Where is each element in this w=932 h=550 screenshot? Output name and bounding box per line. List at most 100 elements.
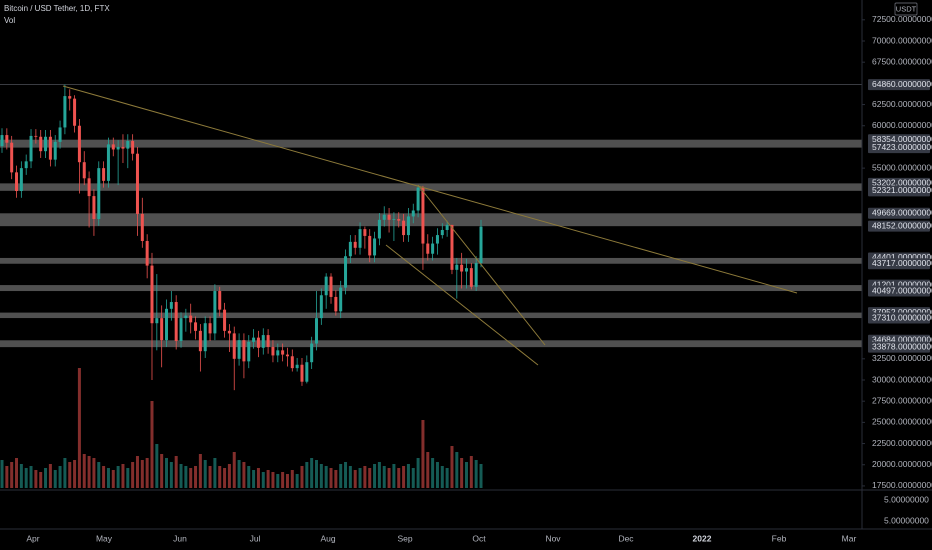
candle-body	[247, 341, 251, 362]
candle-body	[39, 136, 43, 152]
y-tick-label: 27500.00000000	[872, 395, 932, 405]
candle-body	[290, 356, 294, 369]
volume-bar	[363, 466, 367, 488]
candle-body	[435, 235, 439, 244]
volume-bar	[150, 401, 154, 488]
candle-body	[363, 229, 367, 236]
candle-body	[382, 214, 386, 220]
candle-body	[281, 350, 285, 355]
candle-body	[77, 125, 81, 163]
candle-body	[266, 335, 270, 347]
volume-bar	[179, 464, 183, 488]
trend-line	[385, 244, 539, 366]
candle-body	[140, 213, 144, 242]
volume-bar	[402, 466, 406, 488]
trend-line	[417, 184, 546, 346]
zone	[0, 139, 862, 148]
volume-bar	[0, 460, 4, 488]
candle-body	[15, 172, 19, 192]
volume-bar	[406, 464, 410, 488]
candle-body	[368, 235, 372, 256]
x-tick-label: Oct	[472, 533, 486, 543]
volume-bar	[440, 466, 444, 488]
candle-body	[184, 315, 188, 319]
candle-body	[160, 318, 164, 341]
volume-axis-label: 5.00000000	[884, 515, 929, 525]
candle-body	[237, 340, 241, 359]
volume-bar	[203, 460, 207, 488]
volume-bar	[131, 462, 135, 488]
volume-bar	[339, 464, 343, 488]
candle-body	[0, 135, 4, 147]
candle-body	[310, 343, 314, 363]
y-tick-label: 32500.00000000	[872, 353, 932, 363]
zone-top-label: 44401.00000000	[872, 252, 932, 262]
candle-body	[44, 136, 48, 152]
currency-badge[interactable]	[894, 2, 918, 16]
zone-bottom-box	[868, 341, 930, 353]
volume-bar	[358, 468, 362, 488]
volume-bar	[169, 462, 173, 488]
volume-bar	[252, 470, 256, 488]
currency-label[interactable]: USDT	[896, 4, 917, 13]
volume-bar	[479, 464, 483, 488]
candle-body	[87, 178, 91, 197]
candle-body	[460, 264, 464, 272]
volume-bar	[290, 470, 294, 488]
volume-bar	[106, 468, 110, 488]
y-tick-label: 20000.00000000	[872, 459, 932, 469]
volume-bar	[411, 468, 415, 488]
volume-bar	[314, 460, 318, 488]
volume-bar	[29, 466, 33, 488]
candle-body	[227, 330, 231, 334]
zones	[0, 84, 862, 348]
zone-bottom-label: 48152.00000000	[872, 220, 932, 230]
zone-bottom-box	[868, 142, 930, 154]
volume-bar	[44, 468, 48, 488]
candle-body	[29, 135, 33, 162]
candle-body	[174, 302, 178, 342]
volume-bar	[145, 458, 149, 488]
candle-body	[450, 224, 454, 270]
volume-bar	[155, 444, 159, 488]
candle-body	[348, 241, 352, 257]
candle-body	[97, 168, 101, 219]
volume-bar	[392, 464, 396, 488]
zone-top-label: 49669.00000000	[872, 208, 932, 218]
volume-bar	[324, 466, 328, 488]
volume-bar	[247, 466, 251, 488]
candle-body	[10, 142, 14, 173]
candle-body	[82, 162, 86, 179]
volume-bar	[276, 474, 280, 488]
volume-bar	[184, 466, 188, 488]
volume-bar	[218, 466, 222, 488]
candle-body	[213, 291, 217, 334]
candles	[0, 84, 483, 391]
candle-body	[223, 309, 227, 331]
volume-bar	[469, 456, 473, 488]
candle-body	[295, 364, 299, 369]
zone-top-label: 37952.00000000	[872, 307, 932, 317]
volume-bar	[121, 464, 125, 488]
candle-body	[387, 214, 391, 220]
x-tick-label: 2022	[693, 533, 712, 543]
volume-bar	[116, 466, 120, 488]
volume-bar	[435, 462, 439, 488]
candle-body	[73, 98, 77, 126]
candle-body	[92, 196, 96, 219]
zone-top-label: 34684.00000000	[872, 335, 932, 345]
candle-body	[300, 364, 304, 382]
candle-body	[24, 161, 28, 169]
candle-body	[397, 218, 401, 221]
candle-body	[402, 220, 406, 236]
y-tick-label: 30000.00000000	[872, 374, 932, 384]
zone-bottom-box	[868, 258, 930, 270]
y-tick-label: 72500.00000000	[872, 14, 932, 24]
candle-body	[339, 287, 343, 312]
candle-body	[319, 295, 323, 319]
candle-body	[34, 135, 38, 137]
candle-body	[392, 218, 396, 220]
candle-body	[189, 315, 193, 323]
zone	[0, 340, 862, 348]
y-tick-label: 70000.00000000	[872, 35, 932, 45]
